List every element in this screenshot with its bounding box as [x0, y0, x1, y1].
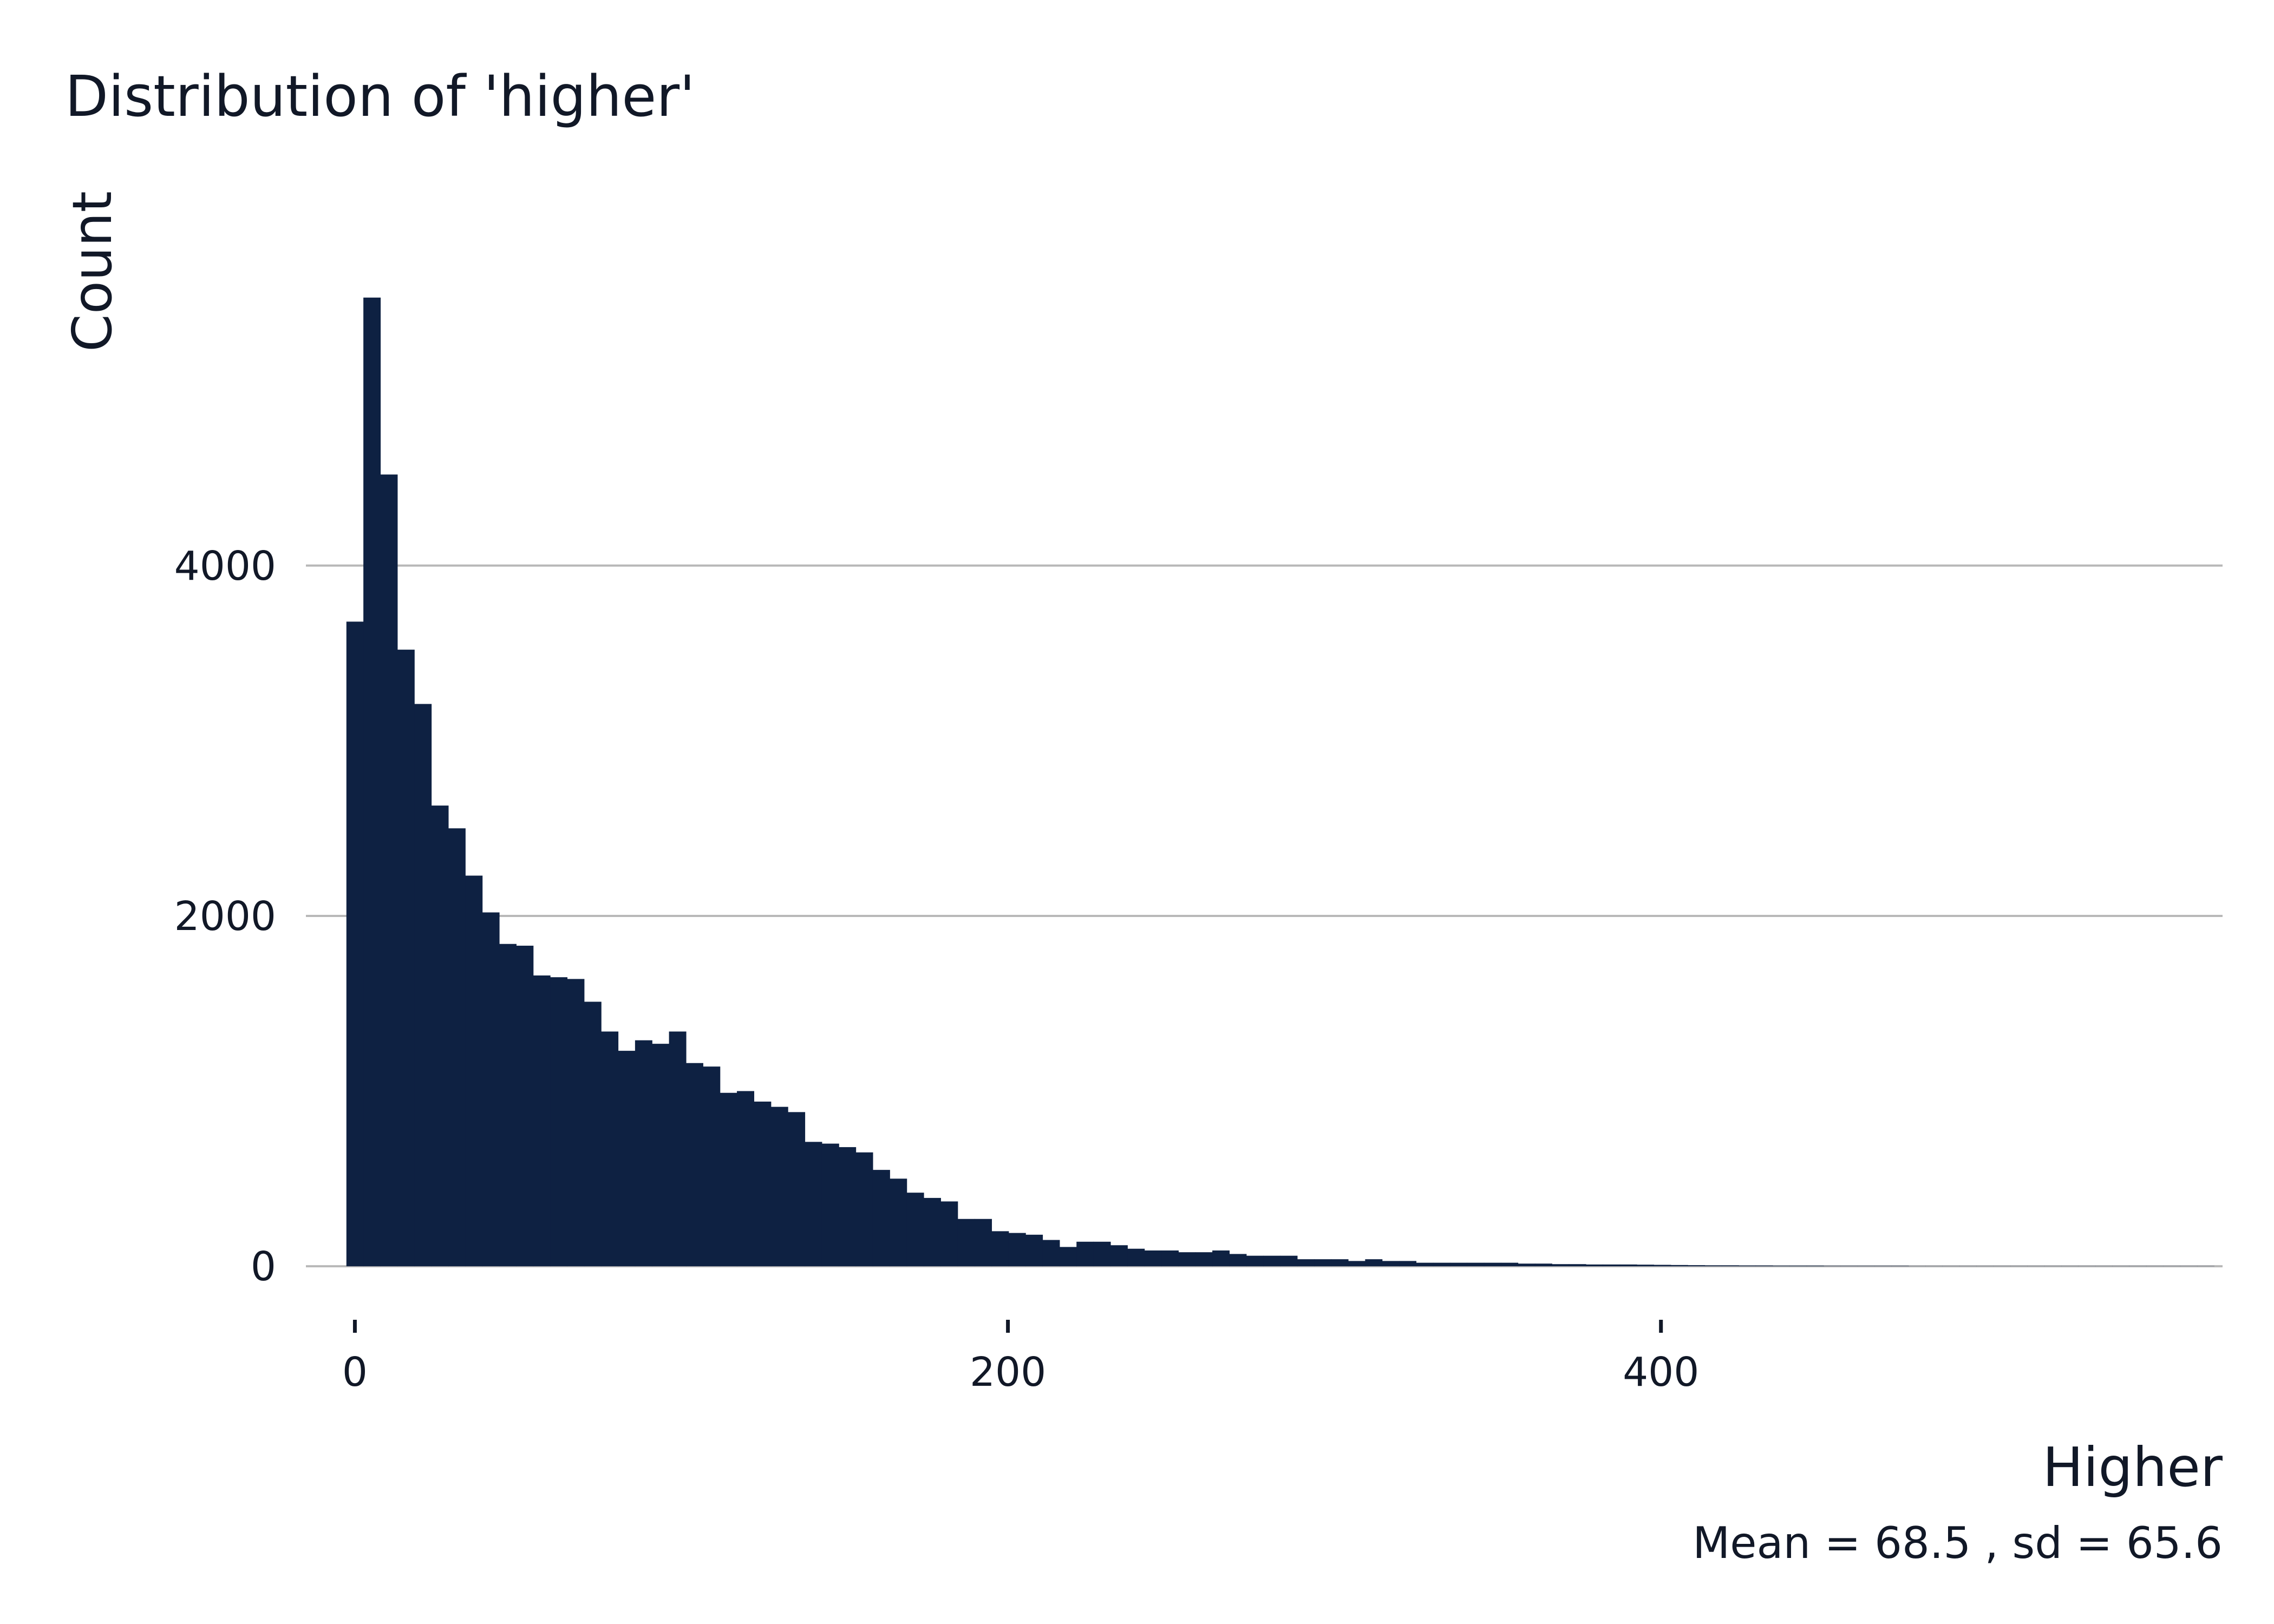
histogram-bar-75	[1619, 1264, 1637, 1267]
x-tick-label-2: 400	[1623, 1349, 1699, 1396]
histogram-bar-67	[1484, 1262, 1501, 1267]
histogram-bar-10	[516, 945, 534, 1267]
histogram-bar-81	[1721, 1265, 1739, 1267]
histogram-bar-53	[1246, 1255, 1264, 1267]
histogram-bar-22	[720, 1092, 737, 1267]
histogram-bar-62	[1399, 1261, 1417, 1267]
histogram-bar-76	[1637, 1265, 1655, 1267]
histogram-bar-49	[1178, 1252, 1196, 1267]
histogram-bar-21	[703, 1066, 721, 1267]
histogram-bar-11	[533, 975, 551, 1267]
histogram-bar-59	[1348, 1261, 1365, 1267]
histogram-bar-46	[1127, 1248, 1145, 1267]
y-tick-label-2: 4000	[174, 543, 276, 590]
chart-caption: Mean = 68.5 , sd = 65.6	[1693, 1518, 2223, 1568]
histogram-bar-38	[991, 1231, 1009, 1267]
chart-title: Distribution of 'higher'	[65, 63, 695, 129]
histogram-bar-69	[1518, 1263, 1535, 1267]
histogram-bar-20	[685, 1063, 703, 1267]
histogram-bar-37	[975, 1219, 992, 1267]
histogram-bar-57	[1314, 1259, 1332, 1267]
histogram-bar-79	[1688, 1265, 1706, 1267]
x-axis-ticks: 0 200 400	[342, 1320, 1699, 1396]
histogram-bar-27	[805, 1142, 822, 1267]
histogram-bar-4	[414, 704, 432, 1267]
histogram-bar-72	[1569, 1264, 1586, 1267]
histogram-bar-12	[550, 977, 568, 1267]
histogram-bar-9	[499, 944, 517, 1267]
x-tick-label-0: 0	[342, 1349, 368, 1396]
histogram-bar-34	[924, 1197, 941, 1267]
histogram-bar-44	[1093, 1241, 1111, 1267]
y-tick-label-1: 2000	[174, 893, 276, 940]
histogram-bar-48	[1161, 1250, 1179, 1267]
x-axis-title: Higher	[2043, 1436, 2223, 1499]
histogram-bar-51	[1212, 1250, 1230, 1267]
histogram-bar-5	[431, 806, 449, 1267]
histogram-bar-14	[584, 1001, 602, 1267]
histogram-bar-63	[1416, 1262, 1434, 1267]
histogram-bar-19	[669, 1031, 687, 1267]
histogram-bar-8	[482, 912, 500, 1267]
histogram-bar-41	[1042, 1240, 1060, 1267]
histogram-bar-17	[635, 1040, 652, 1267]
histogram-bar-30	[855, 1152, 873, 1267]
histogram-bar-26	[788, 1112, 806, 1267]
histogram-bar-18	[652, 1044, 670, 1267]
histogram-bar-54	[1263, 1255, 1281, 1267]
y-tick-label-0: 0	[251, 1243, 276, 1290]
histogram-bar-71	[1552, 1264, 1570, 1267]
histogram-bar-58	[1331, 1259, 1349, 1267]
histogram-bar-1	[363, 297, 381, 1267]
histogram-bar-52	[1229, 1254, 1247, 1267]
histogram-bar-13	[567, 979, 585, 1267]
histogram-bar-60	[1365, 1259, 1383, 1267]
histogram-bar-45	[1110, 1245, 1128, 1267]
histogram-bar-68	[1501, 1262, 1519, 1267]
histogram-bar-25	[770, 1106, 788, 1267]
histogram-bars	[346, 297, 2214, 1267]
histogram-bar-47	[1144, 1250, 1162, 1267]
histogram-bar-66	[1467, 1262, 1485, 1267]
histogram-bar-35	[940, 1201, 958, 1267]
histogram-bar-7	[465, 875, 483, 1267]
histogram-bar-0	[346, 621, 364, 1267]
histogram-bar-2	[380, 474, 398, 1267]
histogram-bar-24	[754, 1101, 772, 1267]
histogram-bar-64	[1433, 1262, 1450, 1267]
histogram-bar-56	[1297, 1259, 1315, 1267]
histogram-bar-23	[737, 1091, 755, 1267]
histogram-bar-36	[957, 1219, 975, 1267]
histogram-bar-42	[1059, 1247, 1077, 1267]
histogram-bar-55	[1280, 1255, 1298, 1267]
histogram-bar-50	[1195, 1252, 1213, 1267]
y-axis-ticks: 0 2000 4000	[174, 543, 276, 1290]
histogram-bar-33	[906, 1193, 924, 1267]
histogram-bar-32	[890, 1178, 907, 1267]
histogram-bar-74	[1603, 1264, 1620, 1267]
histogram-bar-77	[1654, 1265, 1671, 1267]
y-axis-title: Count	[61, 191, 124, 352]
histogram-bar-16	[618, 1051, 636, 1267]
histogram-bar-6	[448, 828, 466, 1267]
histogram-bar-78	[1670, 1265, 1688, 1267]
histogram-bar-28	[821, 1143, 839, 1267]
histogram-bar-65	[1450, 1262, 1468, 1267]
histogram-bar-31	[872, 1170, 890, 1267]
histogram-bar-43	[1076, 1241, 1094, 1267]
plot-area: 0 2000 4000 0 200 400	[174, 297, 2223, 1396]
histogram-bar-80	[1704, 1265, 1722, 1267]
histogram-bar-39	[1008, 1233, 1026, 1267]
histogram-bar-70	[1534, 1263, 1552, 1267]
histogram-bar-29	[839, 1147, 857, 1267]
histogram-bar-61	[1382, 1261, 1400, 1267]
histogram-bar-73	[1586, 1264, 1603, 1267]
histogram-bar-15	[601, 1031, 619, 1267]
histogram-bar-40	[1025, 1234, 1043, 1267]
x-tick-label-1: 200	[970, 1349, 1046, 1396]
histogram-bar-3	[397, 650, 415, 1267]
